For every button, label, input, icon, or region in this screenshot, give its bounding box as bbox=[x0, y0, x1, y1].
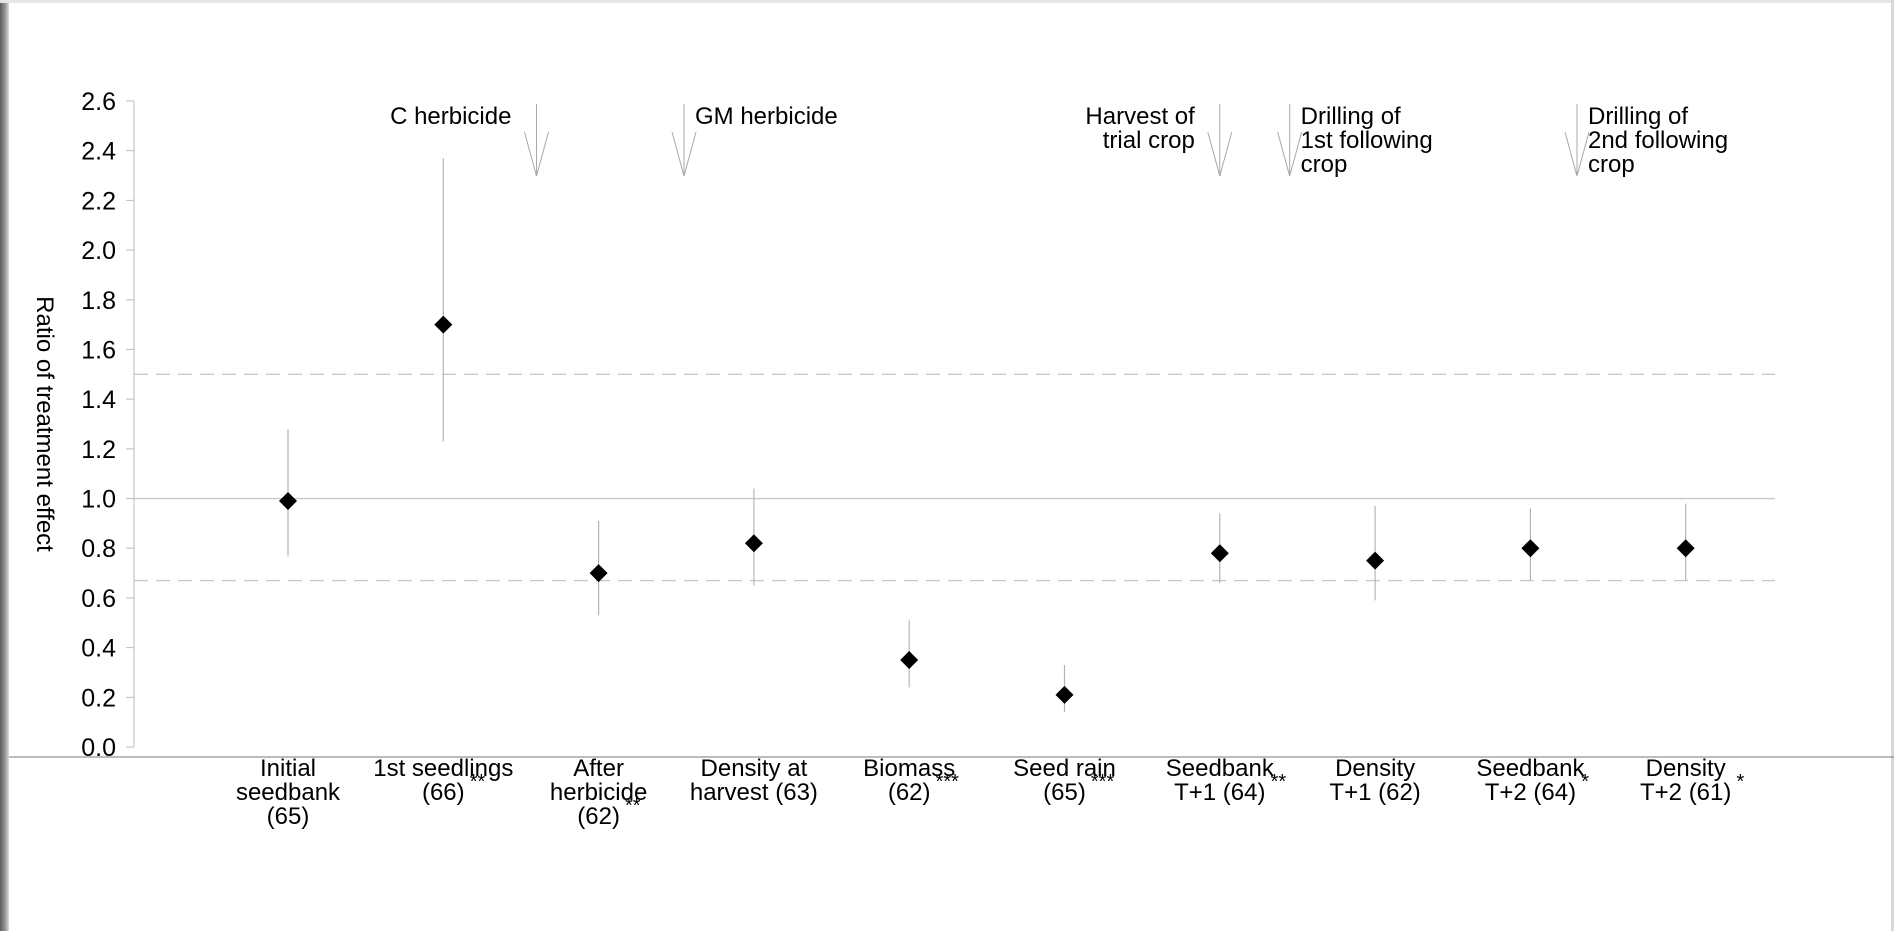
annotation-arrow-head bbox=[1219, 131, 1233, 177]
category-label: harvest (63) bbox=[690, 779, 818, 806]
annotation-arrow-head bbox=[1207, 131, 1221, 177]
significance-mark: * bbox=[1737, 771, 1745, 793]
category-label: (62) bbox=[888, 779, 931, 806]
y-tick-label: 0.8 bbox=[81, 535, 116, 563]
significance-mark: *** bbox=[1091, 771, 1115, 793]
category-label: herbicide bbox=[550, 779, 647, 806]
y-tick-label: 1.0 bbox=[81, 486, 116, 514]
significance-mark: ** bbox=[470, 771, 486, 793]
annotation-arrow-head bbox=[1277, 131, 1291, 177]
background-edge-left bbox=[0, 0, 9, 931]
data-point bbox=[589, 564, 608, 583]
annotation-label: Drilling of bbox=[1301, 103, 1401, 130]
significance-mark: ** bbox=[625, 795, 641, 817]
y-tick-label: 1.8 bbox=[81, 287, 116, 315]
data-point bbox=[744, 534, 763, 553]
y-tick-label: 1.6 bbox=[81, 336, 116, 364]
annotation-label: crop bbox=[1588, 151, 1635, 178]
category-label: After bbox=[573, 755, 624, 782]
y-tick-label: 2.0 bbox=[81, 237, 116, 265]
category-label: Biomass bbox=[863, 755, 955, 782]
annotation-label: Drilling of bbox=[1588, 103, 1688, 130]
data-point bbox=[279, 492, 297, 511]
significance-mark: * bbox=[1581, 771, 1589, 793]
background-edge-top bbox=[0, 0, 1894, 3]
category-label: T+1 (62) bbox=[1329, 779, 1420, 806]
y-tick-label: 2.6 bbox=[81, 88, 116, 116]
y-tick-label: 0.0 bbox=[81, 734, 116, 762]
category-label: T+2 (61) bbox=[1640, 779, 1731, 806]
category-label: (65) bbox=[1043, 779, 1086, 806]
category-label: (62) bbox=[577, 803, 620, 830]
category-label: 1st seedlings bbox=[373, 755, 513, 782]
y-tick-label: 1.4 bbox=[81, 386, 116, 414]
annotation-arrow-head bbox=[523, 131, 537, 177]
y-tick-label: 0.6 bbox=[81, 585, 116, 613]
category-label: (65) bbox=[267, 803, 310, 830]
annotation-label: 2nd following bbox=[1588, 127, 1728, 154]
annotation-label: Harvest of bbox=[1085, 103, 1195, 130]
data-point bbox=[1676, 539, 1695, 558]
annotation-arrow-head bbox=[535, 131, 549, 177]
category-label: T+2 (64) bbox=[1485, 779, 1576, 806]
category-label: Seedbank bbox=[1476, 755, 1585, 782]
data-point bbox=[1055, 685, 1074, 704]
category-label: Seed rain bbox=[1013, 755, 1116, 782]
category-label: Seedbank bbox=[1166, 755, 1275, 782]
y-axis-label: Ratio of treatment effect bbox=[31, 296, 58, 552]
category-label: seedbank bbox=[236, 779, 341, 806]
annotation-label: GM herbicide bbox=[695, 103, 838, 130]
data-point bbox=[1366, 551, 1385, 570]
y-tick-label: 1.2 bbox=[81, 436, 116, 464]
annotation-label: 1st following bbox=[1301, 127, 1433, 154]
annotation-arrow-head bbox=[1289, 131, 1303, 177]
category-label: T+1 (64) bbox=[1174, 779, 1265, 806]
category-label: (66) bbox=[422, 779, 465, 806]
annotation-label: C herbicide bbox=[390, 103, 511, 130]
y-tick-label: 0.4 bbox=[81, 635, 116, 663]
annotation-label: crop bbox=[1301, 151, 1348, 178]
category-label: Density bbox=[1646, 755, 1726, 782]
data-point bbox=[1521, 539, 1540, 558]
background-edge-right bbox=[1891, 0, 1894, 931]
significance-mark: *** bbox=[936, 771, 960, 793]
data-point bbox=[434, 315, 453, 334]
annotation-arrow-head bbox=[683, 131, 697, 177]
category-label: Density bbox=[1335, 755, 1415, 782]
data-point bbox=[1210, 544, 1229, 563]
category-label: Initial bbox=[260, 755, 316, 782]
data-point bbox=[900, 651, 919, 670]
y-tick-label: 2.4 bbox=[81, 138, 116, 166]
category-label: Density at bbox=[701, 755, 808, 782]
annotation-label: trial crop bbox=[1103, 127, 1195, 154]
annotation-arrow-head bbox=[671, 131, 685, 177]
annotation-arrow-head bbox=[1564, 131, 1578, 177]
significance-mark: ** bbox=[1271, 771, 1287, 793]
y-tick-label: 0.2 bbox=[81, 684, 116, 712]
annotation-arrow-head bbox=[1576, 131, 1590, 177]
y-tick-label: 2.2 bbox=[81, 187, 116, 215]
